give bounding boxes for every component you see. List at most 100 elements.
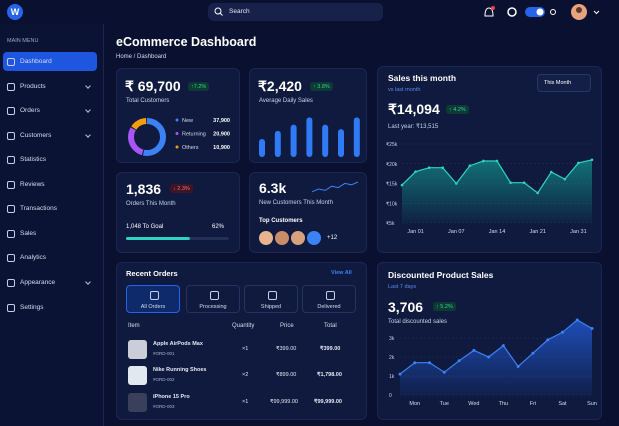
- menu-label: Dashboard: [20, 58, 52, 65]
- point: [546, 338, 550, 342]
- kpi-value: 1,836: [126, 181, 162, 197]
- menu-item[interactable]: Appearance: [3, 273, 97, 292]
- column-header: Price: [280, 323, 294, 329]
- sidebar: [0, 24, 104, 426]
- price: ₹99,999.00: [270, 399, 298, 405]
- tab-label: Delivered: [317, 304, 341, 310]
- menu-label: Settings: [20, 304, 44, 311]
- x-tick-label: Jan 07: [448, 229, 465, 235]
- x-tick-label: Jan 31: [570, 229, 587, 235]
- legend-dot: [175, 132, 179, 135]
- menu-item[interactable]: Products: [3, 77, 97, 96]
- product-name: Apple AirPods Max: [153, 341, 203, 347]
- menu-item[interactable]: Settings: [3, 298, 97, 317]
- legend-value: 10,900: [213, 145, 230, 151]
- point: [457, 359, 461, 363]
- more-customers[interactable]: +12: [327, 235, 338, 241]
- kpi-label: Orders This Month: [126, 201, 176, 207]
- column-header: Total: [324, 323, 337, 329]
- x-tick-label: Jan 14: [489, 229, 506, 235]
- card-subtitle: Last 7 days: [388, 284, 417, 290]
- bar: [353, 117, 360, 157]
- quantity: ×1: [242, 399, 249, 405]
- menu-item[interactable]: Statistics: [3, 150, 97, 169]
- menu-item[interactable]: Reviews: [3, 175, 97, 194]
- kpi-label: Total discounted sales: [388, 319, 448, 325]
- menu-section: MAIN MENU: [7, 38, 39, 44]
- point: [563, 177, 567, 181]
- point: [536, 191, 540, 195]
- kpi-value: ₹14,094: [388, 101, 440, 117]
- card-subtitle: vs last month: [388, 87, 421, 93]
- customer-avatars: [258, 230, 322, 246]
- bar: [290, 124, 297, 157]
- menu-item[interactable]: Transactions: [3, 199, 97, 218]
- menu-item[interactable]: Dashboard: [3, 52, 97, 71]
- menu-label: Analytics: [20, 254, 47, 261]
- point: [468, 164, 472, 168]
- product-thumbnail: [128, 366, 147, 385]
- total: ₹399.00: [320, 346, 341, 352]
- menu-item[interactable]: Orders: [3, 101, 97, 120]
- kpi-label: Total Customers: [126, 98, 170, 104]
- bar: [338, 129, 344, 157]
- kpi-value: ₹ 69,700: [125, 78, 181, 94]
- logo[interactable]: W: [7, 4, 23, 20]
- point: [400, 183, 404, 187]
- point: [428, 361, 432, 365]
- bar: [274, 130, 281, 157]
- point: [495, 159, 499, 163]
- kpi-label: Average Daily Sales: [259, 98, 313, 104]
- point: [590, 327, 594, 330]
- menu-item[interactable]: Customers: [3, 126, 97, 145]
- total: ₹1,798.00: [317, 372, 342, 378]
- bar: [259, 139, 265, 157]
- menu-label: Transactions: [20, 205, 57, 212]
- tab[interactable]: Processing: [186, 285, 240, 313]
- period-label[interactable]: This Month: [544, 80, 572, 86]
- x-tick-label: Fri: [530, 401, 536, 407]
- legend-value: 20,900: [213, 132, 230, 138]
- product-thumbnail: [128, 340, 147, 359]
- y-tick-label: 2k: [389, 355, 395, 361]
- y-tick-label: ₹5k: [386, 221, 395, 227]
- price: ₹399.00: [276, 346, 297, 352]
- last-year: Last year: ₹13,515: [388, 124, 439, 130]
- area-fill: [402, 159, 592, 223]
- menu-label: Orders: [20, 107, 40, 114]
- column-header: Item: [128, 323, 140, 329]
- tab[interactable]: All Orders: [126, 285, 180, 313]
- donut-segment: [128, 118, 166, 156]
- tab-label: All Orders: [140, 304, 166, 310]
- point: [398, 372, 402, 376]
- search-box[interactable]: [208, 3, 383, 21]
- point: [413, 361, 417, 365]
- progress-label: 62%: [212, 224, 225, 230]
- point: [575, 318, 579, 322]
- period-dropdown[interactable]: [537, 74, 591, 92]
- change-badge: ↑7.2%: [188, 82, 210, 91]
- view-all-link[interactable]: View All: [331, 270, 352, 276]
- menu-item[interactable]: Analytics: [3, 248, 97, 267]
- change-badge: ↑ 5.2%: [433, 302, 456, 311]
- y-tick-label: ₹15k: [386, 182, 398, 188]
- change-badge: ↑ 4.2%: [446, 105, 469, 114]
- menu-item[interactable]: Sales: [3, 224, 97, 243]
- point: [442, 370, 446, 374]
- point: [482, 159, 485, 163]
- card-title: Sales this month: [388, 73, 457, 83]
- point: [487, 355, 491, 359]
- x-tick-label: Tue: [440, 401, 449, 407]
- search-placeholder[interactable]: Search: [229, 8, 250, 15]
- point: [531, 351, 535, 355]
- point: [454, 182, 458, 185]
- tab[interactable]: Shipped: [244, 285, 298, 313]
- goal-text: 1,048 To Goal: [126, 224, 164, 230]
- breadcrumb[interactable]: Home / Dashboard: [116, 54, 167, 60]
- bar: [322, 124, 329, 157]
- top-icons: [484, 4, 600, 20]
- tab[interactable]: Delivered: [302, 285, 356, 313]
- y-tick-label: ₹25k: [386, 142, 398, 148]
- legend-value: 37,900: [213, 118, 230, 124]
